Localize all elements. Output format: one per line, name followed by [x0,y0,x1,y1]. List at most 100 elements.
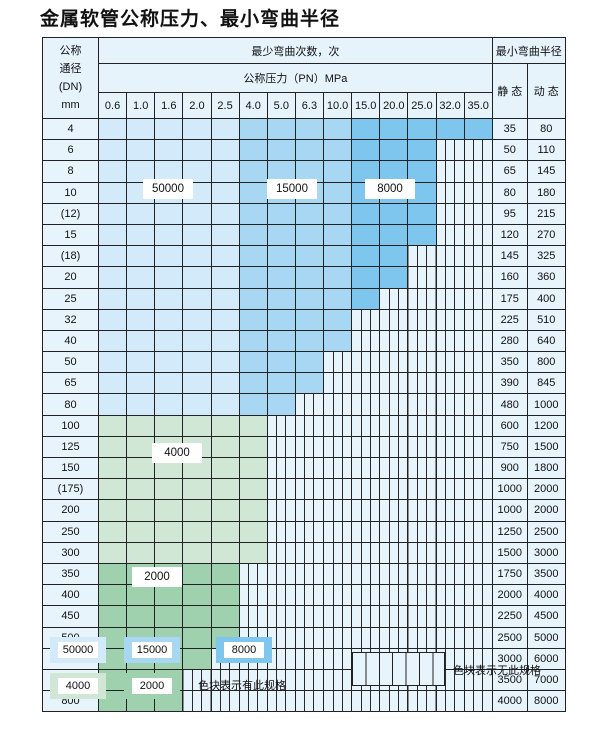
spec-available-cell [126,139,156,162]
spec-available-cell [210,266,240,289]
spec-available-cell [182,372,212,395]
spec-available-cell [126,351,156,374]
spec-available-cell [126,520,156,543]
spec-available-cell [210,393,240,416]
spec-available-cell [294,287,325,310]
no-spec-cell [322,562,353,586]
spec-available-cell [379,202,409,225]
spec-available-cell [97,329,128,353]
dn-cell: 40 [42,329,99,353]
spec-available-cell [126,478,156,501]
spec-available-cell [379,117,409,141]
spec-available-cell [294,266,325,289]
static-header: 静 态 [491,63,528,119]
static-radius-cell: 1000 [491,478,528,501]
spec-available-cell [97,160,128,183]
dn-header-line: (DN) [58,81,83,93]
spec-available-cell [210,223,240,247]
no-spec-cell [379,287,409,310]
spec-available-cell [126,287,156,310]
no-spec-cell [351,541,381,564]
pressure-column-header: 1.0 [126,92,156,119]
no-spec-cell [379,626,409,649]
spec-available-cell [182,117,212,141]
spec-available-cell [435,117,465,141]
legend-label: 8000 [224,642,264,658]
pressure-column-header: 4.0 [238,92,268,119]
no-spec-cell [463,605,493,628]
dynamic-radius-cell: 1800 [526,456,566,480]
spec-available-cell [210,351,240,374]
spec-available-cell [266,351,296,374]
dn-cell: 6 [42,139,99,162]
spec-table: 公称 通径 (DN) mm 最少弯曲次数，次 最小弯曲半径 公称压力（PN）MP… [42,37,566,713]
no-spec-cell [407,584,437,607]
pressure-column-header: 6.3 [294,92,325,119]
no-spec-cell [351,584,381,607]
no-spec-cell [210,668,240,692]
dynamic-radius-cell: 180 [526,181,566,204]
dynamic-radius-cell: 845 [526,372,566,395]
dn-cell: 25 [42,287,99,310]
table-row: 40 280 640 [42,329,566,353]
spec-available-cell [238,414,268,437]
no-spec-cell [463,626,493,649]
dynamic-header: 动 态 [526,63,566,119]
no-spec-cell [463,287,493,310]
spec-available-cell [322,223,353,247]
legend-no-spec-text: 色块表示无此规格 [453,665,541,677]
no-spec-cell [435,372,465,395]
no-spec-cell [435,520,465,543]
dn-header-line: 通径 [59,63,82,75]
spec-available-cell [126,160,156,183]
spec-available-cell [322,139,353,162]
spec-available-cell [182,287,212,310]
spec-available-cell [238,435,268,459]
dynamic-radius-cell: 3500 [526,562,566,586]
spec-available-cell [322,202,353,225]
no-spec-cell [322,499,353,522]
spec-available-cell [210,372,240,395]
no-spec-cell [463,499,493,522]
spec-available-cell [154,584,184,607]
pressure-column-header: 2.5 [210,92,240,119]
no-spec-cell [463,435,493,459]
no-spec-cell [407,478,437,501]
table-row: 100 600 1200 [42,414,566,437]
spec-available-cell [266,139,296,162]
dynamic-radius-cell: 80 [526,117,566,141]
dn-header-line: 公称 [59,45,82,57]
static-radius-cell: 160 [491,266,528,289]
no-spec-cell [322,393,353,416]
no-spec-cell [435,202,465,225]
spec-available-cell [97,351,128,374]
no-spec-cell [322,690,353,713]
spec-available-cell [154,605,184,628]
spec-available-cell [210,414,240,437]
no-spec-cell [463,351,493,374]
no-spec-cell [351,520,381,543]
spec-available-cell [407,139,437,162]
dn-cell: (18) [42,245,99,268]
no-spec-cell [294,626,325,649]
spec-available-cell [182,202,212,225]
no-spec-cell [435,541,465,564]
spec-available-cell [154,478,184,501]
static-radius-cell: 2500 [491,626,528,649]
spec-available-cell [238,245,268,268]
spec-available-cell [182,414,212,437]
spec-available-cell [238,351,268,374]
spec-available-cell [182,541,212,564]
spec-available-cell [210,202,240,225]
dynamic-radius-cell: 110 [526,139,566,162]
spec-available-cell [210,456,240,480]
spec-available-cell [238,202,268,225]
spec-available-cell [182,351,212,374]
no-spec-cell [351,478,381,501]
spec-available-cell [182,245,212,268]
pressure-column-header: 2.0 [182,92,212,119]
spec-available-cell [154,351,184,374]
spec-available-cell [294,245,325,268]
spec-available-cell [238,372,268,395]
